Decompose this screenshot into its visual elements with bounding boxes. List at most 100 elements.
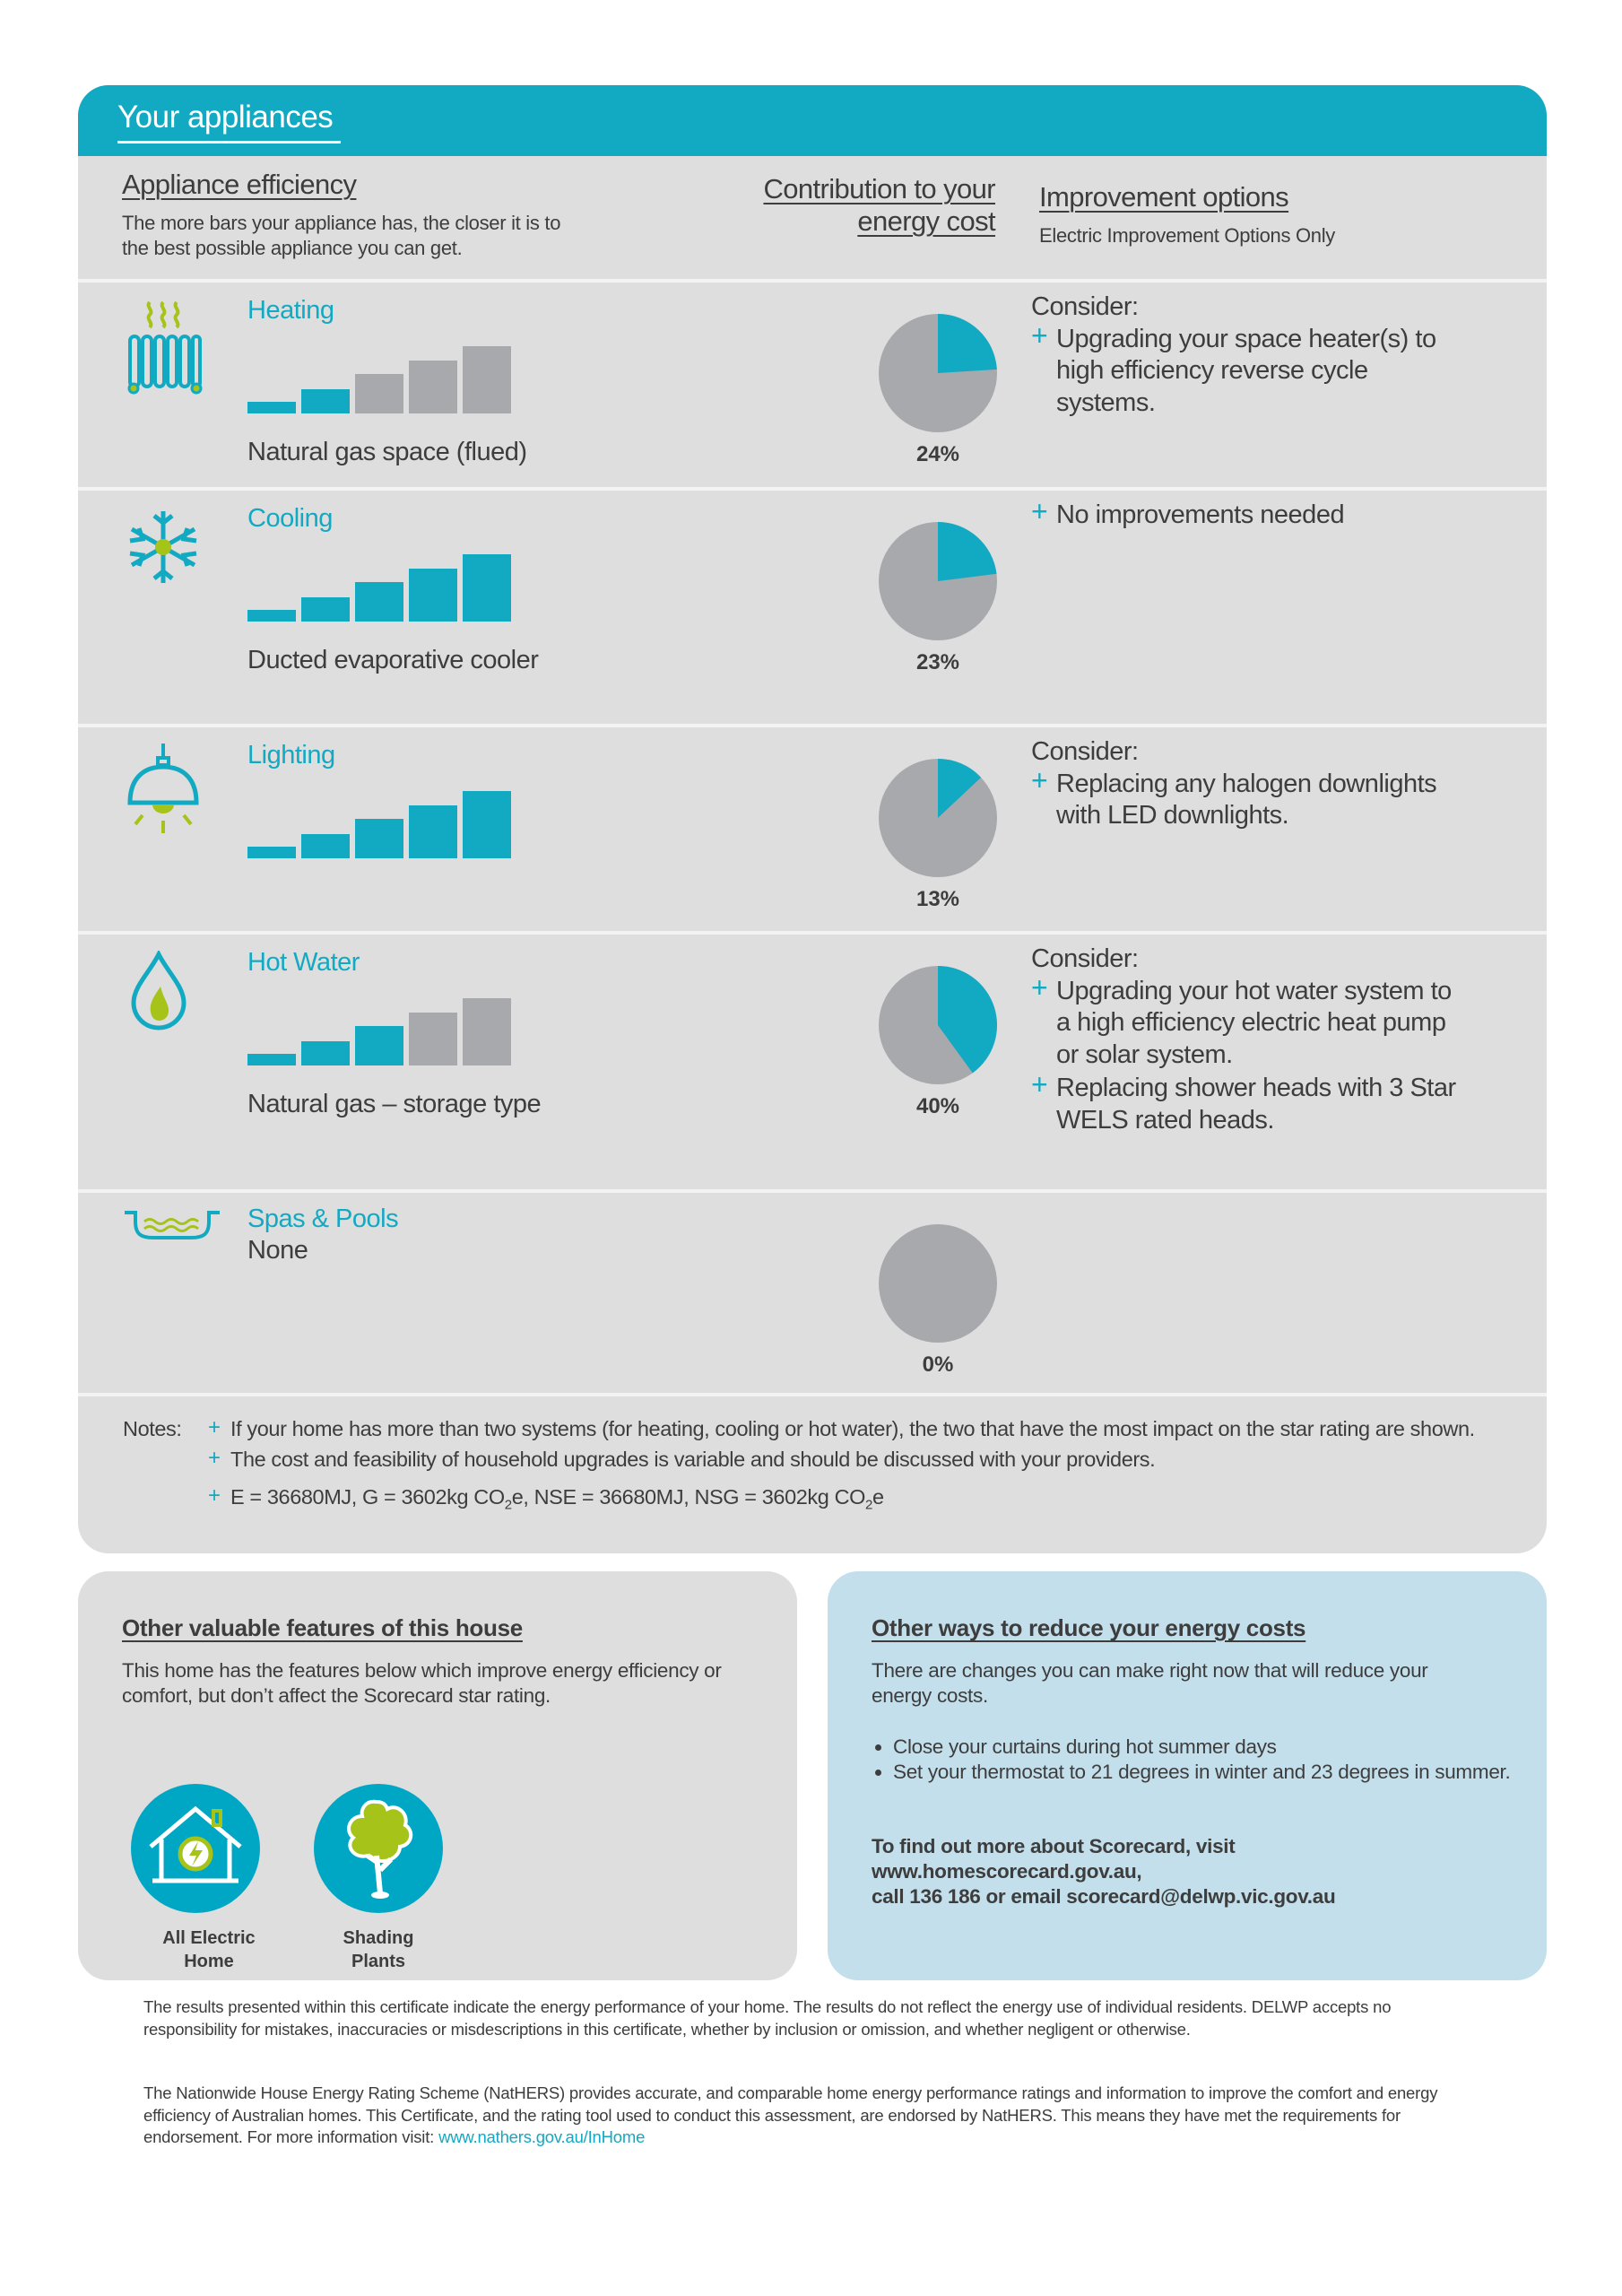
- nathers-text: The Nationwide House Energy Rating Schem…: [143, 2083, 1438, 2146]
- efficiency-bar: [409, 805, 457, 858]
- efficiency-bar: [247, 610, 296, 622]
- contribution-percent: 40%: [915, 1094, 960, 1118]
- contribution-pie: [879, 1224, 997, 1343]
- scorecard-website-link[interactable]: www.homescorecard.gov.au,: [872, 1860, 1142, 1883]
- improvement-options-heading: Improvement options: [1039, 181, 1289, 213]
- section-title: Your appliances: [117, 100, 334, 135]
- contribution-percent: 23%: [915, 650, 960, 674]
- improvement-item: + Upgrading your hot water system to a hi…: [1031, 970, 1452, 1069]
- consider-label: Consider:: [1031, 737, 1139, 766]
- efficiency-bar: [247, 1054, 296, 1065]
- contribution-pie: [879, 522, 997, 640]
- improvement-item: + No improvements needed: [1031, 495, 1345, 529]
- appliance-name: Hot Water: [247, 948, 360, 977]
- efficiency-bar: [247, 402, 296, 413]
- contribution-percent: 0%: [922, 1352, 954, 1377]
- plus-icon: +: [208, 1415, 221, 1439]
- efficiency-bar: [409, 569, 457, 622]
- appliances-header: Your appliances: [78, 85, 1547, 156]
- efficiency-bars: [247, 998, 511, 1065]
- efficiency-bars: [247, 554, 511, 622]
- improvement-options-subtitle: Electric Improvement Options Only: [1039, 224, 1335, 247]
- appliances-panel: Your appliances Appliance efficiency The…: [78, 85, 1547, 1553]
- pie-slice-contribution: [938, 314, 997, 373]
- improvement-item: + Replacing any halogen downlights with L…: [1031, 763, 1437, 830]
- contact-info: To find out more about Scorecard, visit …: [872, 1835, 1336, 1908]
- tip-item: Set your thermostat to 21 degrees in win…: [893, 1760, 1512, 1785]
- appliance-row-heating: Heating Natural gas space (flued) 24% Consi…: [78, 279, 1547, 488]
- other-features-heading: Other valuable features of this house: [122, 1614, 523, 1641]
- appliance-efficiency-heading: Appliance efficiency: [122, 169, 357, 200]
- appliance-name: Spas & Pools: [247, 1205, 399, 1233]
- appliance-row-spas-pools: Spas & Pools None 0%: [78, 1189, 1547, 1396]
- appliance-name: Cooling: [247, 504, 333, 533]
- improvement-options: Consider: + Upgrading your space heater(s)…: [1031, 291, 1462, 419]
- nathers-link[interactable]: www.nathers.gov.au/InHome: [438, 2127, 646, 2146]
- pie-slice-contribution: [938, 759, 982, 818]
- appliance-row-lighting: Lighting 13% Consider: + Replacing any halog…: [78, 724, 1547, 932]
- reduce-costs-panel: Other ways to reduce your energy costs T…: [828, 1571, 1547, 1980]
- improvement-options: Consider: + Upgrading your hot water syste…: [1031, 944, 1462, 1136]
- appliance-description: None: [247, 1236, 308, 1265]
- feature-label-shading: Shading Plants: [343, 1928, 414, 1971]
- efficiency-bar: [463, 346, 511, 413]
- plus-icon: +: [208, 1483, 221, 1508]
- efficiency-bar: [463, 791, 511, 858]
- tip-item: Close your curtains during hot summer da…: [893, 1735, 1512, 1760]
- reduce-costs-description: There are changes you can make right now…: [872, 1659, 1428, 1707]
- efficiency-bar: [409, 1013, 457, 1065]
- efficiency-bar: [301, 1041, 350, 1065]
- efficiency-bar: [355, 1026, 403, 1065]
- tree-icon: [314, 1784, 443, 1913]
- improvement-item: + Upgrading your space heater(s) to high …: [1031, 318, 1436, 417]
- notes-section: Notes: + If your home has more than two s…: [78, 1393, 1547, 1553]
- note-item: + The cost and feasibility of household u…: [208, 1446, 1156, 1471]
- efficiency-bar: [301, 834, 350, 858]
- efficiency-bars: [247, 346, 511, 413]
- appliance-row-hot-water: Hot Water Natural gas – storage type 40% Co…: [78, 931, 1547, 1190]
- pie-slice-rest: [879, 1224, 997, 1343]
- plus-icon: +: [1031, 318, 1048, 352]
- note-item: + If your home has more than two systems …: [208, 1415, 1475, 1440]
- column-headers: Appliance efficiency The more bars your …: [78, 156, 1547, 276]
- appliance-description: Natural gas – storage type: [247, 1090, 542, 1118]
- appliance-efficiency-description: The more bars your appliance has, the cl…: [122, 212, 561, 259]
- radiator-icon: [123, 299, 204, 402]
- feature-label-all-electric: All Electric Home: [162, 1928, 256, 1971]
- consider-label: Consider:: [1031, 292, 1139, 321]
- efficiency-bar: [463, 554, 511, 622]
- consider-label: Consider:: [1031, 944, 1139, 973]
- plus-icon: +: [1031, 970, 1048, 1004]
- efficiency-bar: [409, 361, 457, 413]
- notes-label: Notes:: [123, 1417, 182, 1440]
- other-features-description: This home has the features below which i…: [122, 1659, 722, 1707]
- appliance-name: Lighting: [247, 741, 335, 770]
- contribution-pie: [879, 314, 997, 432]
- electric-home-icon: [131, 1784, 260, 1913]
- plus-icon: +: [1031, 763, 1048, 796]
- contact-phone-email[interactable]: call 136 186 or email scorecard@delwp.vi…: [872, 1885, 1336, 1908]
- contribution-percent: 13%: [915, 887, 960, 911]
- reduce-costs-heading: Other ways to reduce your energy costs: [872, 1614, 1306, 1641]
- notes-list: + If your home has more than two systems …: [208, 1415, 1535, 1518]
- pool-icon: [123, 1209, 221, 1249]
- appliance-description: Ducted evaporative cooler: [247, 646, 539, 674]
- contribution-heading-line2: energy cost: [857, 205, 995, 237]
- appliance-name: Heating: [247, 296, 334, 325]
- efficiency-bar: [355, 819, 403, 858]
- plus-icon: +: [1031, 495, 1048, 527]
- contribution-heading: Contribution to your energy cost: [763, 173, 995, 238]
- contribution-pie: [879, 759, 997, 877]
- pie-slice-contribution: [938, 966, 997, 1074]
- contribution-heading-line1: Contribution to your: [763, 173, 995, 204]
- lamp-icon: [123, 744, 204, 847]
- appliance-description: Natural gas space (flued): [247, 438, 527, 466]
- efficiency-bar: [301, 389, 350, 413]
- improvement-item: + Replacing shower heads with 3 Star WELS…: [1031, 1068, 1456, 1135]
- plus-icon: +: [208, 1446, 221, 1470]
- contribution-percent: 24%: [915, 442, 960, 466]
- disclaimer-text: The results presented within this certif…: [143, 1997, 1392, 2039]
- pie-slice-contribution: [938, 522, 997, 581]
- efficiency-bar: [301, 597, 350, 622]
- improvement-options: + No improvements needed: [1031, 495, 1462, 532]
